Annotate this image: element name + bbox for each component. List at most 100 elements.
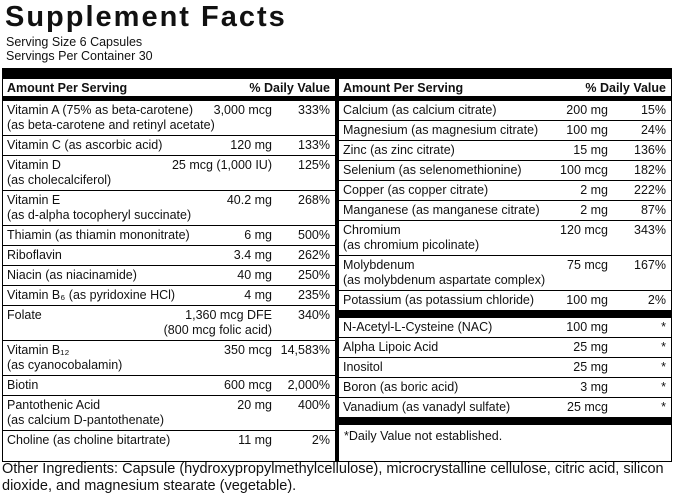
servings-per-container: Servings Per Container 30: [6, 49, 153, 63]
daily-value: 2%: [311, 433, 330, 447]
row-line: (as beta-carotene and retinyl acetate): [7, 118, 330, 133]
section-bar: [339, 417, 671, 425]
nutrient-name: Thiamin (as thiamin mononitrate): [7, 228, 190, 242]
row-line: Vanadium (as vanadyl sulfate) 25 mcg *: [343, 400, 666, 415]
nutrient-name: Riboflavin: [7, 248, 62, 262]
row-line: Zinc (as zinc citrate) 15 mg 136%: [343, 143, 666, 158]
row-line: Pantothenic Acid 20 mg 400%: [7, 398, 330, 413]
daily-value: *: [661, 380, 666, 394]
row-line: Chromium 120 mcg 343%: [343, 223, 666, 238]
nutrient-row: Inositol 25 mg *: [339, 358, 671, 378]
amount: 100 mg: [566, 123, 608, 137]
amount: 350 mcg: [224, 343, 272, 357]
section: Vitamin A (75% as beta-carotene) 3,000 mc…: [3, 101, 335, 450]
row-line: (800 mcg folic acid): [7, 323, 330, 338]
nutrient-row: Pantothenic Acid 20 mg 400% (as calcium D-p…: [3, 396, 335, 431]
nutrient-row: Choline (as choline bitartrate) 11 mg 2%: [3, 431, 335, 450]
nutrient-row: Vitamin C (as ascorbic acid) 120 mg 133%: [3, 136, 335, 156]
amount: 25 mg: [573, 360, 608, 374]
daily-value: 15%: [640, 103, 666, 117]
daily-value: 133%: [298, 138, 330, 152]
daily-value: 500%: [298, 228, 330, 242]
nutrient-name: Calcium (as calcium citrate): [343, 103, 497, 117]
amount: 100 mg: [566, 320, 608, 334]
row-line: Alpha Lipoic Acid 25 mg *: [343, 340, 666, 355]
nutrient-note: (as cholecalciferol): [7, 173, 112, 187]
amount: 20 mg: [237, 398, 272, 412]
row-line: N-Acetyl-L-Cysteine (NAC) 100 mg *: [343, 320, 666, 335]
nutrient-row: Vitamin E 40.2 mg 268% (as d-alpha tocopher…: [3, 191, 335, 226]
nutrient-row: N-Acetyl-L-Cysteine (NAC) 100 mg *: [339, 318, 671, 338]
nutrient-name: Vitamin C (as ascorbic acid): [7, 138, 163, 152]
daily-value: 125%: [298, 158, 330, 172]
column: Amount Per Serving % Daily Value Calcium (…: [339, 79, 671, 461]
nutrient-row: Vitamin D 25 mcg (1,000 IU) 125% (as cholec…: [3, 156, 335, 191]
row-line: Molybdenum 75 mcg 167%: [343, 258, 666, 273]
nutrient-row: Vitamin A (75% as beta-carotene) 3,000 mc…: [3, 101, 335, 136]
column: Amount Per Serving % Daily Value Vitamin A…: [3, 79, 339, 461]
nutrient-row: Folate 1,360 mcg DFE 340% (800 mcg folic ac…: [3, 306, 335, 341]
daily-value: 250%: [298, 268, 330, 282]
nutrient-name: Selenium (as selenomethionine): [343, 163, 522, 177]
daily-value: *: [661, 320, 666, 334]
daily-value: 87%: [640, 203, 666, 217]
nutrient-note: (as d-alpha tocopheryl succinate): [7, 208, 192, 222]
amount: 4 mg: [244, 288, 272, 302]
row-line: (as cyanocobalamin): [7, 358, 330, 373]
row-line: Copper (as copper citrate) 2 mg 222%: [343, 183, 666, 198]
row-line: Vitamin B₆ (as pyridoxine HCl) 4 mg 235%: [7, 288, 330, 303]
nutrient-name: Alpha Lipoic Acid: [343, 340, 439, 354]
spacer: [272, 118, 330, 133]
row-line: Thiamin (as thiamin mononitrate) 6 mg 500%: [7, 228, 330, 243]
nutrient-name: Inositol: [343, 360, 383, 374]
nutrient-row: Boron (as boric acid) 3 mg *: [339, 378, 671, 398]
amount: 120 mg: [230, 138, 272, 152]
amount: 40 mg: [237, 268, 272, 282]
nutrient-name: Niacin (as niacinamide): [7, 268, 137, 282]
nutrient-row: Vitamin B₆ (as pyridoxine HCl) 4 mg 235%: [3, 286, 335, 306]
nutrient-row: Magnesium (as magnesium citrate) 100 mg 24…: [339, 121, 671, 141]
nutrient-row: Riboflavin 3.4 mg 262%: [3, 246, 335, 266]
nutrient-name: Biotin: [7, 378, 39, 392]
nutrient-row: Vanadium (as vanadyl sulfate) 25 mcg *: [339, 398, 671, 417]
nutrient-name: Copper (as copper citrate): [343, 183, 489, 197]
row-line: (as d-alpha tocopheryl succinate): [7, 208, 330, 223]
daily-value: 333%: [298, 103, 330, 117]
nutrient-note: (as beta-carotene and retinyl acetate): [7, 118, 215, 132]
nutrient-name: Magnesium (as magnesium citrate): [343, 123, 539, 137]
row-line: Vitamin E 40.2 mg 268%: [7, 193, 330, 208]
daily-value: *: [661, 360, 666, 374]
spacer: [272, 413, 330, 428]
nutrient-row: Copper (as copper citrate) 2 mg 222%: [339, 181, 671, 201]
amount: 2 mg: [580, 203, 608, 217]
amount: 100 mg: [566, 293, 608, 307]
row-line: Folate 1,360 mcg DFE 340%: [7, 308, 330, 323]
nutrient-name: Vanadium (as vanadyl sulfate): [343, 400, 511, 414]
nutrient-row: Alpha Lipoic Acid 25 mg *: [339, 338, 671, 358]
daily-value: 14,583%: [280, 343, 330, 357]
daily-value: 235%: [298, 288, 330, 302]
daily-value: 400%: [298, 398, 330, 412]
row-line: Niacin (as niacinamide) 40 mg 250%: [7, 268, 330, 283]
nutrient-row: Vitamin B₁₂ 350 mcg 14,583% (as cyanocobala…: [3, 341, 335, 376]
nutrient-name: Choline (as choline bitartrate): [7, 433, 171, 447]
nutrient-name: Chromium: [343, 223, 401, 237]
daily-value: 222%: [634, 183, 666, 197]
spacer: [272, 358, 330, 373]
amount: 6 mg: [244, 228, 272, 242]
column-header: Amount Per Serving % Daily Value: [339, 79, 671, 101]
nutrient-name: Manganese (as manganese citrate): [343, 203, 540, 217]
section-bar: [339, 310, 671, 318]
spacer: [272, 208, 330, 223]
nutrient-row: Potassium (as potassium chloride) 100 mg 2…: [339, 291, 671, 310]
amount: 200 mg: [566, 103, 608, 117]
spacer: [272, 323, 330, 338]
daily-value: 343%: [634, 223, 666, 237]
row-line: (as molybdenum aspartate complex): [343, 273, 666, 288]
daily-value: 24%: [640, 123, 666, 137]
nutrient-name: Potassium (as potassium chloride): [343, 293, 535, 307]
header-amount: Amount Per Serving: [7, 81, 128, 95]
row-line: Choline (as choline bitartrate) 11 mg 2%: [7, 433, 330, 448]
amount: 2 mg: [580, 183, 608, 197]
